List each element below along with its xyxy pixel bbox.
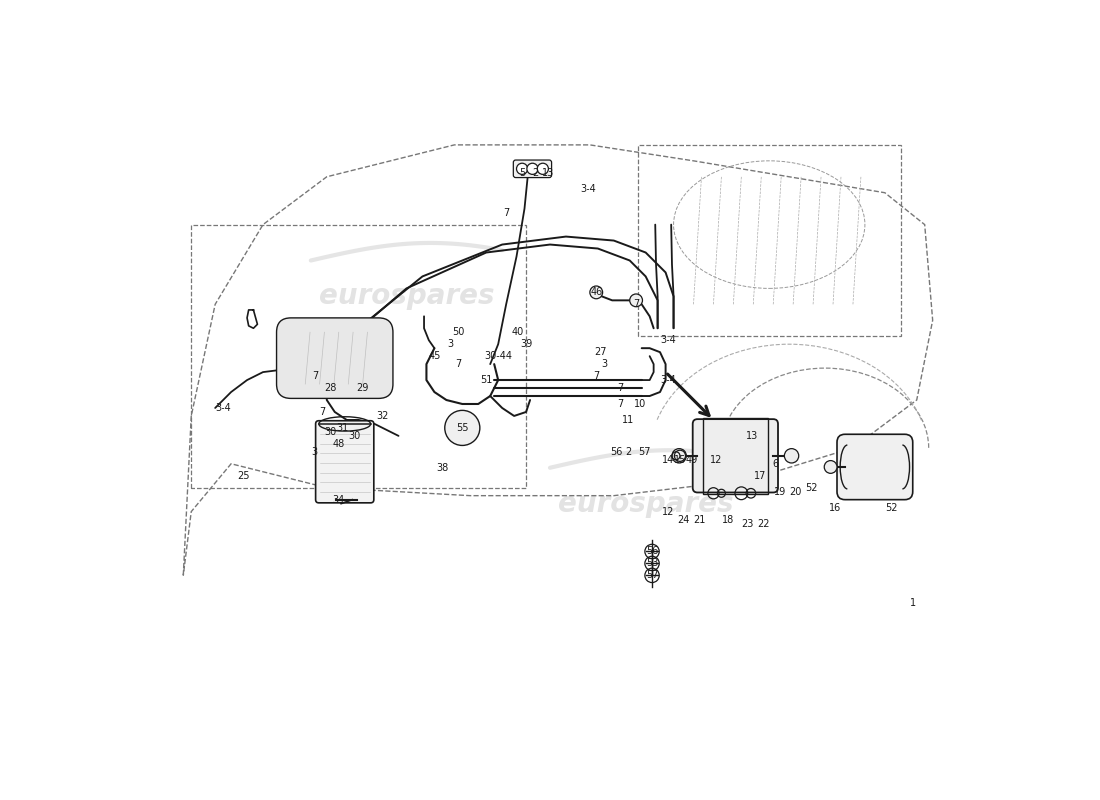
Text: 7: 7: [617, 399, 624, 409]
Text: 51: 51: [480, 375, 493, 385]
Text: 3-4: 3-4: [581, 184, 596, 194]
Text: eurospares: eurospares: [558, 490, 734, 518]
Text: eurospares: eurospares: [319, 282, 494, 310]
Text: 24: 24: [678, 514, 690, 525]
Text: 45: 45: [428, 351, 441, 361]
Text: 3-4: 3-4: [216, 403, 231, 413]
Text: 7: 7: [593, 371, 600, 381]
Text: 21: 21: [694, 514, 706, 525]
Text: 2: 2: [625, 447, 631, 457]
FancyBboxPatch shape: [693, 419, 778, 493]
Text: 23: 23: [741, 518, 754, 529]
Text: 12: 12: [662, 506, 674, 517]
Text: 7: 7: [503, 208, 509, 218]
Text: 27: 27: [594, 347, 606, 357]
Text: 3: 3: [311, 447, 318, 457]
FancyBboxPatch shape: [837, 434, 913, 500]
Text: 7: 7: [632, 299, 639, 310]
Text: 20: 20: [790, 486, 802, 497]
Text: 56: 56: [646, 546, 658, 557]
Text: 7: 7: [455, 359, 461, 369]
Text: 57: 57: [638, 447, 650, 457]
Text: 25: 25: [236, 470, 250, 481]
Text: 17: 17: [754, 470, 766, 481]
Text: 52: 52: [805, 482, 817, 493]
Circle shape: [537, 163, 549, 174]
FancyBboxPatch shape: [514, 160, 551, 178]
Text: 32: 32: [376, 411, 388, 421]
Text: 12: 12: [710, 454, 722, 465]
Text: 3-4: 3-4: [660, 335, 675, 346]
Text: 30-44: 30-44: [484, 351, 513, 361]
Circle shape: [590, 286, 603, 298]
Text: 10: 10: [634, 399, 646, 409]
FancyBboxPatch shape: [316, 421, 374, 503]
Text: 50: 50: [452, 327, 464, 338]
Text: 3: 3: [601, 359, 607, 369]
Text: 55: 55: [456, 423, 469, 433]
Bar: [703, 418, 769, 494]
Text: 30: 30: [349, 431, 361, 441]
Text: 6: 6: [772, 458, 779, 469]
Text: 3-4: 3-4: [660, 375, 675, 385]
Circle shape: [824, 461, 837, 474]
Text: 52: 52: [886, 502, 898, 513]
Text: 13: 13: [746, 431, 758, 441]
Text: 1: 1: [910, 598, 916, 608]
Text: 5: 5: [519, 168, 525, 178]
Text: 39: 39: [520, 339, 532, 349]
Text: 31: 31: [337, 423, 349, 433]
Circle shape: [527, 163, 538, 174]
Text: 28: 28: [324, 383, 337, 393]
Text: 2: 2: [532, 168, 539, 178]
Text: 57: 57: [646, 570, 658, 580]
Text: 11: 11: [621, 415, 635, 425]
Text: 49: 49: [685, 454, 698, 465]
Circle shape: [784, 449, 799, 463]
Text: 14: 14: [662, 454, 674, 465]
Text: 19: 19: [773, 486, 785, 497]
Circle shape: [517, 163, 528, 174]
FancyBboxPatch shape: [276, 318, 393, 398]
Text: 38: 38: [437, 462, 449, 473]
Text: 40: 40: [512, 327, 525, 338]
Text: 46: 46: [590, 287, 603, 298]
Circle shape: [629, 294, 642, 306]
Text: 3: 3: [448, 339, 453, 349]
Text: 16: 16: [829, 502, 842, 513]
Text: 13: 13: [542, 168, 554, 178]
Text: 29: 29: [356, 383, 369, 393]
Text: 18: 18: [722, 514, 734, 525]
Text: 7: 7: [320, 407, 326, 417]
Text: 30: 30: [324, 427, 337, 437]
Text: 7: 7: [311, 371, 318, 381]
Text: 15: 15: [674, 454, 686, 465]
Text: 48: 48: [332, 439, 345, 449]
Text: 22: 22: [758, 518, 770, 529]
Circle shape: [444, 410, 480, 446]
Text: 34: 34: [332, 494, 345, 505]
Text: 56: 56: [610, 447, 623, 457]
Text: 53: 53: [646, 558, 658, 569]
Text: 7: 7: [617, 383, 624, 393]
Circle shape: [672, 449, 686, 463]
